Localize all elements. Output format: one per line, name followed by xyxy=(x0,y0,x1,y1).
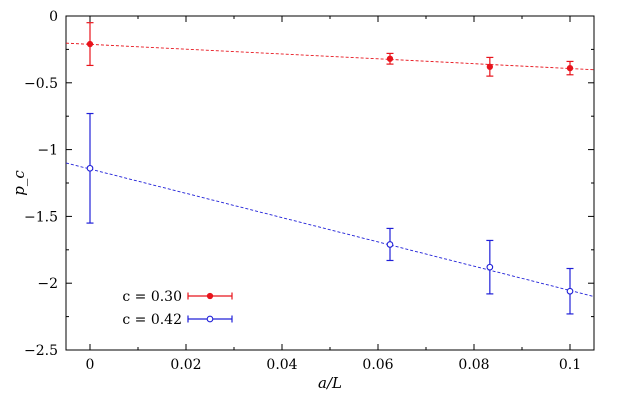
x-axis-label: a/L xyxy=(318,374,342,392)
legend: c = 0.30 c = 0.42 xyxy=(122,289,233,328)
legend-label: c = 0.30 xyxy=(122,289,182,305)
y-tick-label: −2.5 xyxy=(24,343,58,359)
x-tick-label: 0.1 xyxy=(559,357,581,373)
data-point xyxy=(86,164,94,172)
data-point xyxy=(386,55,394,62)
y-tick-label: −2 xyxy=(37,276,58,292)
x-tick-label: 0.06 xyxy=(362,357,393,373)
data-points xyxy=(86,40,574,295)
data-point xyxy=(566,64,574,72)
y-tick-label: −0.5 xyxy=(24,76,58,92)
data-point xyxy=(486,263,494,271)
y-tick-label: 0 xyxy=(49,9,58,25)
legend-marker xyxy=(206,315,214,323)
fit-line-series-0 xyxy=(65,42,595,71)
data-point xyxy=(566,287,574,295)
y-tick-label: −1 xyxy=(37,143,58,159)
y-tick-label: −1.5 xyxy=(24,209,58,225)
error-bars xyxy=(86,22,574,315)
x-tick-label: 0.04 xyxy=(266,357,297,373)
legend-marker xyxy=(206,292,214,300)
fit-line-series-1 xyxy=(65,162,595,297)
axis-ticks xyxy=(66,15,594,351)
x-tick-label: 0.08 xyxy=(458,357,489,373)
data-point xyxy=(386,241,394,248)
y-axis-label: p_c xyxy=(10,170,28,196)
data-point xyxy=(86,40,94,48)
legend-label: c = 0.42 xyxy=(122,312,182,328)
fit-lines xyxy=(65,42,595,297)
x-tick-label: 0.02 xyxy=(170,357,201,373)
x-tick-label: 0 xyxy=(86,357,95,373)
axis-tick-labels: 0 0.02 0.04 0.06 0.08 0.1 0 −0.5 −1 −1.5 −2 −2.5 xyxy=(24,9,581,373)
data-point xyxy=(486,63,493,70)
